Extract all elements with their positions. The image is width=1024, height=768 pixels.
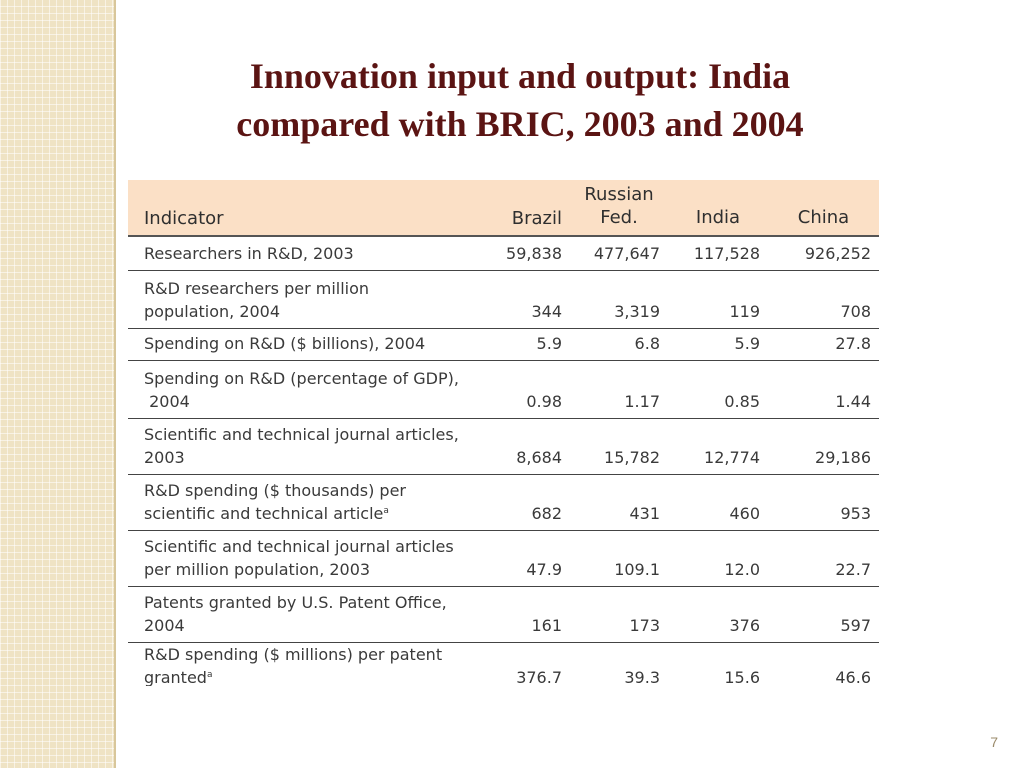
slide-title-line1: Innovation input and output: India [249, 56, 791, 96]
cell-china: 46.6 [835, 667, 871, 687]
cell-india: 119 [729, 301, 760, 321]
cell-india: 12,774 [704, 447, 760, 467]
slide-title: Innovation input and output: India compa… [130, 52, 910, 148]
innovation-table: Indicator Brazil Russian Fed. India China… [128, 180, 879, 686]
row-label-line1: Spending on R&D (percentage of GDP), [144, 368, 459, 388]
row-label-line1: R&D researchers per million [144, 278, 370, 298]
cell-russia: 109.1 [614, 559, 660, 579]
cell-china: 953 [840, 503, 871, 523]
row-indicator-label: R&D spending ($ thousands) per scientific… [128, 474, 496, 530]
cell-china: 27.8 [835, 333, 871, 353]
cell-china: 1.44 [835, 391, 871, 411]
header-russia: Russian Fed. [570, 180, 668, 236]
cell-brazil: 47.9 [526, 559, 562, 579]
cell-russia: 173 [629, 615, 660, 635]
cell-brazil: 8,684 [516, 447, 562, 467]
row-label-line2: 2003 [144, 447, 185, 467]
cell-brazil: 59,838 [506, 243, 562, 263]
cell-india: 460 [729, 503, 760, 523]
cell-russia: 15,782 [604, 447, 660, 467]
cell-brazil: 344 [531, 301, 562, 321]
row-label-line1: Scientific and technical journal article… [144, 424, 459, 444]
cell-india: 117,528 [693, 243, 760, 263]
row-indicator-label: Researchers in R&D, 2003 [128, 236, 496, 270]
cell-india: 12.0 [724, 559, 760, 579]
decorative-sidebar [0, 0, 114, 768]
cell-china: 29,186 [815, 447, 871, 467]
row-label-line1: Spending on R&D ($ billions), 2004 [144, 333, 426, 353]
page-number: 7 [990, 734, 998, 750]
header-india: India [695, 207, 741, 228]
row-label-line2: 2004 [144, 615, 185, 635]
cell-russia: 1.17 [624, 391, 660, 411]
slide-title-line2: compared with BRIC, 2003 and 2004 [236, 104, 804, 144]
cell-brazil: 161 [531, 615, 562, 635]
footnote-marker: a [206, 669, 213, 680]
row-label-line1: R&D spending ($ thousands) per [144, 480, 406, 500]
table-row: R&D spending ($ thousands) per scientific… [128, 474, 879, 530]
table-header-row: Indicator Brazil Russian Fed. India China [128, 180, 879, 236]
header-china: China [797, 207, 850, 228]
table-row: Scientific and technical journal article… [128, 530, 879, 586]
header-russia-line1: Russian [584, 184, 654, 205]
sidebar-divider [114, 0, 116, 768]
cell-india: 5.9 [734, 333, 760, 353]
row-label-line1: Scientific and technical journal article… [144, 536, 454, 556]
cell-russia: 3,319 [614, 301, 660, 321]
cell-brazil: 0.98 [526, 391, 562, 411]
cell-brazil: 682 [531, 503, 562, 523]
row-indicator-label: Spending on R&D (percentage of GDP), 200… [128, 360, 496, 418]
table-row: Scientific and technical journal article… [128, 418, 879, 474]
row-indicator-label: R&D researchers per million population, 2… [128, 270, 496, 328]
row-label-line2: 2004 [144, 391, 190, 411]
cell-russia: 477,647 [593, 243, 660, 263]
row-indicator-label: Patents granted by U.S. Patent Office, 20… [128, 586, 496, 642]
row-indicator-label: Scientific and technical journal article… [128, 418, 496, 474]
cell-russia: 431 [629, 503, 660, 523]
cell-brazil: 5.9 [536, 333, 562, 353]
table-row: Spending on R&D ($ billions), 2004 5.9 6.8… [128, 328, 879, 360]
cell-china: 22.7 [835, 559, 871, 579]
cell-china: 597 [840, 615, 871, 635]
table-row: Researchers in R&D, 2003 59,838 477,647 117… [128, 236, 879, 270]
cell-india: 376 [729, 615, 760, 635]
header-russia-line2: Fed. [600, 207, 638, 228]
row-indicator-label: R&D spending ($ millions) per patent gran… [128, 642, 496, 687]
row-label-line2: granted [144, 667, 207, 687]
header-indicator: Indicator [144, 208, 224, 229]
row-label-line1: Researchers in R&D, 2003 [144, 243, 354, 263]
cell-india: 0.85 [724, 391, 760, 411]
cell-india: 15.6 [724, 667, 760, 687]
table-body: Researchers in R&D, 2003 59,838 477,647 117… [128, 236, 879, 686]
header-brazil: Brazil [511, 208, 562, 229]
table-row: R&D researchers per million population, 2… [128, 270, 879, 328]
row-indicator-label: Spending on R&D ($ billions), 2004 [128, 328, 496, 360]
cell-russia: 6.8 [634, 333, 660, 353]
table-row: R&D spending ($ millions) per patent gran… [128, 642, 879, 687]
row-label-line2: scientific and technical article [144, 503, 384, 523]
cell-brazil: 376.7 [516, 667, 562, 687]
data-table-container: Indicator Brazil Russian Fed. India China… [128, 180, 879, 686]
row-label-line2: population, 2004 [144, 301, 281, 321]
cell-russia: 39.3 [624, 667, 660, 687]
footnote-marker: a [383, 505, 389, 516]
row-label-line1: R&D spending ($ millions) per patent [144, 644, 443, 664]
table-row: Patents granted by U.S. Patent Office, 20… [128, 586, 879, 642]
cell-china: 926,252 [804, 243, 871, 263]
row-label-line1: Patents granted by U.S. Patent Office, [144, 592, 447, 612]
table-row: Spending on R&D (percentage of GDP), 200… [128, 360, 879, 418]
cell-china: 708 [840, 301, 871, 321]
row-indicator-label: Scientific and technical journal article… [128, 530, 496, 586]
row-label-line2: per million population, 2003 [144, 559, 371, 579]
